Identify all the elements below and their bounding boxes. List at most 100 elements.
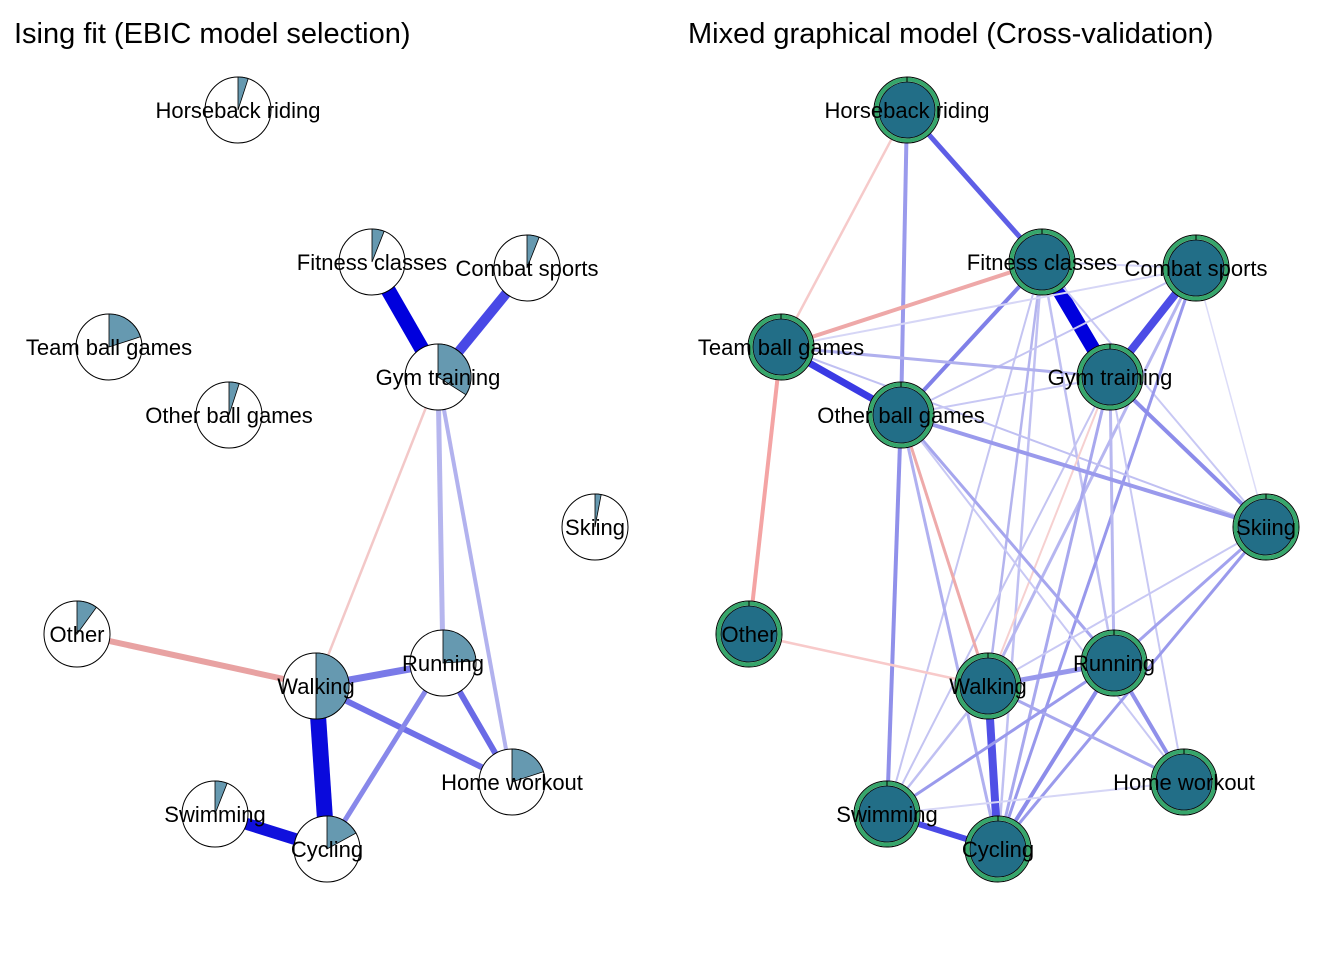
- edge-fitness-otherball: [899, 260, 1044, 417]
- node-home: Home workout: [1113, 748, 1255, 816]
- edge-fitness-walking: [986, 261, 1044, 687]
- node-otherball: Other ball games: [817, 381, 985, 449]
- node-label-otherball: Other ball games: [817, 403, 985, 428]
- node-label-other: Other: [49, 622, 104, 647]
- node-label-walking: Walking: [277, 674, 354, 699]
- ising-nodes: Horseback riding Fitness classes Combat sp…: [26, 76, 629, 883]
- node-running: Running: [402, 629, 484, 697]
- node-pie-slice: [76, 600, 97, 636]
- node-label-skiing: Skiing: [1236, 515, 1296, 540]
- node-label-running: Running: [402, 651, 484, 676]
- node-label-combat: Combat sports: [455, 256, 598, 281]
- edge-walking-home: [314, 683, 514, 785]
- node-label-running: Running: [1073, 651, 1155, 676]
- edge-gym-swimming: [886, 376, 1111, 815]
- node-walking: Walking: [277, 652, 355, 720]
- node-label-walking: Walking: [949, 674, 1026, 699]
- node-home: Home workout: [441, 748, 583, 816]
- edge-team-gym: [780, 345, 1111, 379]
- node-pie-slice: [511, 748, 544, 783]
- edge-gym-skiing: [1108, 375, 1268, 529]
- node-combat: Combat sports: [1124, 234, 1268, 302]
- edge-otherball-walking: [899, 414, 990, 687]
- node-label-home: Home workout: [1113, 770, 1255, 795]
- edge-skiing-walking: [987, 526, 1267, 687]
- node-pie-slice: [594, 493, 602, 528]
- node-team: Team ball games: [26, 313, 192, 381]
- edge-gym-otherball: [900, 376, 1111, 416]
- node-cycling: Cycling: [962, 815, 1034, 883]
- node-label-team: Team ball games: [26, 335, 192, 360]
- node-horseback: Horseback riding: [824, 76, 990, 144]
- node-pie-slice: [326, 815, 357, 850]
- node-label-team: Team ball games: [698, 335, 864, 360]
- edge-otherball-home: [900, 414, 1185, 783]
- edge-skiing-running: [1112, 525, 1268, 665]
- node-pie-slice: [315, 652, 350, 720]
- node-label-cycling: Cycling: [962, 837, 1034, 862]
- node-pie-slice: [214, 780, 228, 815]
- node-pie-slice: [371, 228, 385, 263]
- edge-fitness-team: [780, 260, 1043, 349]
- edge-horseback-team: [779, 109, 909, 348]
- node-pie-slice: [437, 343, 472, 396]
- node-fitness: Fitness classes: [967, 228, 1117, 296]
- node-label-horseback: Horseback riding: [155, 98, 320, 123]
- edge-combat-otherball: [900, 267, 1197, 416]
- node-label-horseback: Horseback riding: [824, 98, 989, 123]
- node-swimming: Swimming: [836, 780, 938, 848]
- edge-gym-running: [1108, 376, 1116, 664]
- edge-gym-walking: [314, 376, 440, 687]
- node-label-home: Home workout: [441, 770, 583, 795]
- edge-horseback-otherball: [899, 109, 909, 416]
- edge-otherball-skiing: [900, 413, 1267, 529]
- edge-running-cycling: [996, 661, 1116, 851]
- edge-fitness-swimming: [886, 261, 1043, 815]
- node-other: Other: [43, 600, 111, 668]
- edge-combat-skiing: [1195, 267, 1267, 528]
- ising-network: Horseback riding Fitness classes Combat sp…: [26, 76, 629, 883]
- node-label-gym: Gym training: [1048, 365, 1173, 390]
- node-combat: Combat sports: [455, 234, 599, 302]
- node-skiing: Skiing: [1232, 493, 1300, 561]
- node-pie-slice: [442, 629, 477, 664]
- node-horseback: Horseback riding: [155, 76, 321, 144]
- node-label-fitness: Fitness classes: [297, 250, 447, 275]
- node-gym: Gym training: [1048, 343, 1173, 411]
- edge-otherball-cycling: [899, 414, 1000, 850]
- edge-swimming-home: [886, 781, 1185, 815]
- node-otherball: Other ball games: [145, 381, 313, 449]
- edge-combat-team: [780, 267, 1197, 348]
- node-cycling: Cycling: [291, 815, 363, 883]
- node-pie-slice: [108, 313, 141, 348]
- right-panel-title: Mixed graphical model (Cross-validation): [688, 18, 1214, 50]
- node-pie-slice: [526, 234, 540, 269]
- edge-other-walking: [76, 631, 317, 689]
- mgm-network: Horseback riding Fitness classes Combat sp…: [698, 76, 1300, 883]
- edge-walking-home: [987, 684, 1185, 784]
- node-walking: Walking: [949, 652, 1027, 720]
- mgm-nodes: Horseback riding Fitness classes Combat sp…: [698, 76, 1300, 883]
- edge-horseback-fitness: [905, 108, 1044, 264]
- edge-otherball-running: [899, 414, 1116, 664]
- node-label-cycling: Cycling: [291, 837, 363, 862]
- node-fitness: Fitness classes: [297, 228, 447, 296]
- node-gym: Gym training: [376, 343, 501, 411]
- node-pie-slice: [228, 381, 240, 416]
- edge-gym-walking: [987, 376, 1111, 687]
- edge-combat-cycling: [996, 267, 1198, 850]
- edge-combat-walking: [986, 267, 1198, 687]
- node-running: Running: [1073, 629, 1155, 697]
- edge-other-walking: [748, 632, 989, 688]
- node-label-fitness: Fitness classes: [967, 250, 1117, 275]
- node-label-swimming: Swimming: [164, 802, 265, 827]
- node-label-swimming: Swimming: [836, 802, 937, 827]
- node-team: Team ball games: [698, 313, 864, 381]
- edge-otherball-swimming: [885, 414, 903, 815]
- node-label-skiing: Skiing: [565, 515, 625, 540]
- node-label-gym: Gym training: [376, 365, 501, 390]
- edge-running-swimming: [886, 661, 1115, 816]
- node-skiing: Skiing: [561, 493, 629, 561]
- node-swimming: Swimming: [164, 780, 266, 848]
